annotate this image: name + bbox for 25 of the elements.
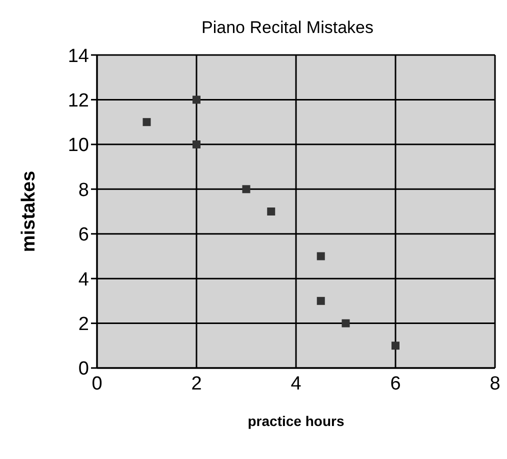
chart-title: Piano Recital Mistakes <box>202 18 374 37</box>
y-tick-label: 2 <box>78 314 89 336</box>
y-tick-label: 8 <box>78 180 89 201</box>
point <box>342 319 350 328</box>
y-tick-label: 0 <box>78 358 89 380</box>
point <box>267 208 276 216</box>
x-axis-title: practice hours <box>248 413 344 429</box>
x-tick-label: 8 <box>490 373 500 394</box>
y-tick-label: 10 <box>68 135 89 156</box>
point <box>192 96 200 104</box>
y-tick-label: 12 <box>68 90 89 112</box>
point <box>316 296 325 305</box>
point <box>316 252 325 260</box>
x-tick-label: 0 <box>92 373 102 394</box>
y-tick-label: 4 <box>78 269 90 290</box>
x-tick-label: 2 <box>191 373 202 394</box>
point <box>192 140 200 148</box>
y-tick-label: 14 <box>68 46 90 67</box>
x-tick-label: 6 <box>390 373 401 394</box>
point <box>392 342 400 350</box>
y-axis-title: mistakes <box>18 170 40 252</box>
point <box>142 118 151 126</box>
x-tick-label: 4 <box>290 373 302 394</box>
point <box>242 185 250 194</box>
y-tick-label: 6 <box>78 224 89 246</box>
